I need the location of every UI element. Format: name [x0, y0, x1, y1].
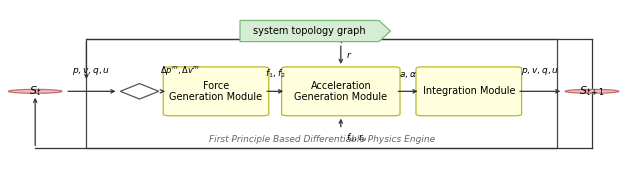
Text: Integration Module: Integration Module: [422, 86, 515, 96]
Ellipse shape: [8, 89, 62, 93]
Text: $p, v, q, u$: $p, v, q, u$: [521, 66, 559, 77]
Polygon shape: [240, 20, 390, 42]
Bar: [86, 39, 557, 148]
Text: $f_1, f_2$: $f_1, f_2$: [265, 67, 285, 80]
Ellipse shape: [565, 89, 619, 93]
Text: Force
Generation Module: Force Generation Module: [170, 81, 262, 102]
Text: $p, v, q, u$: $p, v, q, u$: [72, 66, 110, 77]
Text: $f_u, r_u$: $f_u, r_u$: [346, 131, 367, 144]
Text: $S_t$: $S_t$: [29, 84, 42, 98]
Text: Acceleration
Generation Module: Acceleration Generation Module: [294, 81, 387, 102]
Text: First Principle Based Differentiable Physics Engine: First Principle Based Differentiable Phy…: [209, 135, 435, 144]
FancyBboxPatch shape: [163, 67, 269, 116]
Text: $r$: $r$: [346, 50, 352, 60]
Text: $S_{t+1}$: $S_{t+1}$: [579, 84, 605, 98]
Text: system topology graph: system topology graph: [253, 26, 365, 36]
Text: $a, \alpha$: $a, \alpha$: [399, 70, 417, 80]
FancyBboxPatch shape: [416, 67, 522, 116]
FancyBboxPatch shape: [282, 67, 400, 116]
Polygon shape: [120, 84, 159, 99]
Text: $\Delta p^m, \Delta v^m$: $\Delta p^m, \Delta v^m$: [160, 64, 200, 77]
